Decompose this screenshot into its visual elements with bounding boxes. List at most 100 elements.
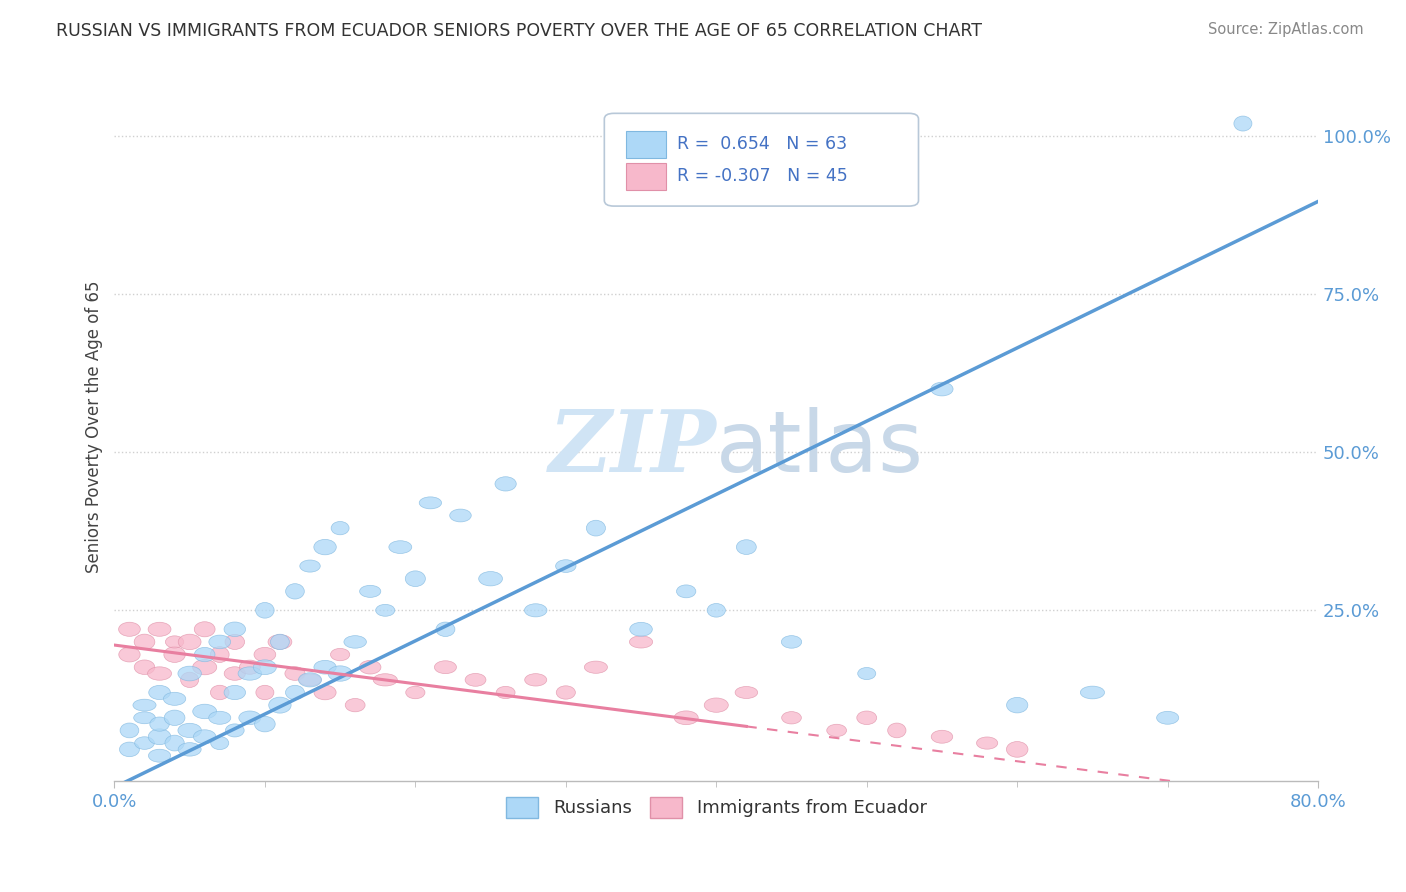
Ellipse shape <box>585 661 607 673</box>
Ellipse shape <box>1080 686 1105 698</box>
Ellipse shape <box>254 648 276 662</box>
Ellipse shape <box>135 737 155 749</box>
Ellipse shape <box>555 559 576 573</box>
Ellipse shape <box>496 686 515 698</box>
Ellipse shape <box>211 647 229 663</box>
Ellipse shape <box>179 666 201 681</box>
Ellipse shape <box>524 673 547 686</box>
Ellipse shape <box>165 647 186 663</box>
Text: Source: ZipAtlas.com: Source: ZipAtlas.com <box>1208 22 1364 37</box>
Ellipse shape <box>314 660 336 674</box>
Ellipse shape <box>977 737 998 749</box>
Ellipse shape <box>735 687 758 698</box>
Ellipse shape <box>782 636 801 648</box>
Text: R =  0.654   N = 63: R = 0.654 N = 63 <box>676 136 846 153</box>
Ellipse shape <box>165 710 186 725</box>
Text: ZIP: ZIP <box>548 407 716 490</box>
Ellipse shape <box>856 711 877 724</box>
Ellipse shape <box>314 685 336 700</box>
Ellipse shape <box>224 685 246 699</box>
Ellipse shape <box>630 636 652 648</box>
Ellipse shape <box>194 730 217 744</box>
Ellipse shape <box>858 667 876 680</box>
Ellipse shape <box>328 665 352 681</box>
Bar <box>626 131 665 158</box>
Ellipse shape <box>360 585 381 598</box>
Ellipse shape <box>253 660 277 674</box>
Ellipse shape <box>285 583 304 599</box>
Ellipse shape <box>465 673 486 686</box>
Ellipse shape <box>134 699 156 711</box>
Ellipse shape <box>194 648 215 662</box>
Ellipse shape <box>524 604 547 617</box>
Ellipse shape <box>346 698 366 712</box>
Ellipse shape <box>299 560 321 572</box>
Ellipse shape <box>225 724 245 737</box>
Ellipse shape <box>179 743 201 756</box>
Ellipse shape <box>406 686 425 698</box>
Ellipse shape <box>148 623 172 636</box>
Bar <box>626 163 665 190</box>
Ellipse shape <box>673 711 699 724</box>
Ellipse shape <box>193 704 217 719</box>
Ellipse shape <box>299 673 321 686</box>
Text: atlas: atlas <box>716 407 924 490</box>
Ellipse shape <box>120 742 139 756</box>
Ellipse shape <box>149 685 170 699</box>
Ellipse shape <box>239 660 260 674</box>
Ellipse shape <box>150 717 169 731</box>
Ellipse shape <box>707 604 725 617</box>
Ellipse shape <box>285 666 305 681</box>
Ellipse shape <box>298 673 322 687</box>
Ellipse shape <box>586 520 606 536</box>
Ellipse shape <box>495 476 516 491</box>
Ellipse shape <box>330 648 350 661</box>
Ellipse shape <box>285 685 305 699</box>
Ellipse shape <box>224 622 246 637</box>
Ellipse shape <box>827 724 846 737</box>
Ellipse shape <box>256 602 274 618</box>
Ellipse shape <box>375 605 395 616</box>
Legend: Russians, Immigrants from Ecuador: Russians, Immigrants from Ecuador <box>499 789 934 825</box>
Ellipse shape <box>419 497 441 508</box>
Ellipse shape <box>269 698 291 713</box>
Ellipse shape <box>434 661 457 673</box>
Ellipse shape <box>225 634 245 649</box>
Ellipse shape <box>332 522 349 535</box>
Ellipse shape <box>134 712 155 723</box>
Ellipse shape <box>134 660 155 674</box>
Ellipse shape <box>478 572 502 586</box>
Ellipse shape <box>224 666 246 681</box>
Ellipse shape <box>209 635 231 648</box>
Ellipse shape <box>238 667 262 681</box>
Ellipse shape <box>166 636 184 648</box>
Ellipse shape <box>120 723 139 738</box>
Ellipse shape <box>389 541 412 553</box>
Ellipse shape <box>676 585 696 598</box>
Ellipse shape <box>1007 741 1028 757</box>
Ellipse shape <box>1234 116 1251 131</box>
Ellipse shape <box>193 659 217 674</box>
Ellipse shape <box>165 735 184 751</box>
Ellipse shape <box>314 540 336 555</box>
Ellipse shape <box>450 509 471 522</box>
Text: R = -0.307   N = 45: R = -0.307 N = 45 <box>676 168 848 186</box>
Ellipse shape <box>360 660 381 674</box>
Ellipse shape <box>148 729 170 745</box>
Ellipse shape <box>887 723 905 738</box>
Ellipse shape <box>239 711 262 724</box>
Ellipse shape <box>630 623 652 636</box>
Ellipse shape <box>118 648 141 662</box>
Ellipse shape <box>149 749 170 762</box>
Ellipse shape <box>254 716 276 731</box>
Ellipse shape <box>179 723 201 738</box>
Ellipse shape <box>344 636 367 648</box>
Ellipse shape <box>118 623 141 636</box>
Ellipse shape <box>208 711 231 724</box>
Ellipse shape <box>782 712 801 724</box>
Ellipse shape <box>931 731 953 743</box>
Y-axis label: Seniors Poverty Over the Age of 65: Seniors Poverty Over the Age of 65 <box>86 281 103 574</box>
Ellipse shape <box>134 634 155 649</box>
Ellipse shape <box>1007 698 1028 713</box>
Ellipse shape <box>148 667 172 681</box>
